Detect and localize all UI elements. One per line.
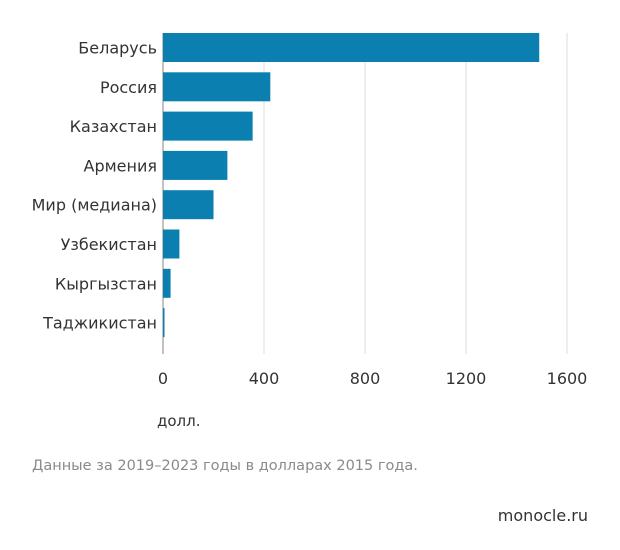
bar — [163, 72, 271, 102]
category-label: Таджикистан — [42, 314, 157, 333]
bar — [163, 111, 253, 141]
bar — [163, 268, 171, 298]
category-label: Беларусь — [78, 39, 157, 58]
bar — [163, 308, 165, 338]
source-credit: monocle.ru — [497, 506, 588, 525]
bars — [163, 33, 540, 338]
x-tick-labels: 0 400 800 1200 1600 — [158, 369, 587, 388]
bar-chart: Беларусь Россия Казахстан Армения Мир (медиа… — [32, 33, 587, 388]
category-label: Кыргызстан — [55, 274, 157, 293]
category-label: Армения — [84, 156, 158, 175]
x-tick-label: 0 — [158, 369, 168, 388]
category-labels: Беларусь Россия Казахстан Армения Мир (медиа… — [32, 39, 157, 333]
category-label: Россия — [100, 78, 157, 97]
category-label: Узбекистан — [61, 235, 157, 254]
bar — [163, 190, 214, 220]
x-tick-label: 1600 — [547, 369, 588, 388]
x-tick-label: 800 — [350, 369, 381, 388]
bar — [163, 229, 180, 259]
category-label: Казахстан — [70, 117, 157, 136]
bar — [163, 150, 228, 180]
x-tick-label: 400 — [249, 369, 280, 388]
x-axis-unit-label: долл. — [157, 412, 201, 430]
category-label: Мир (медиана) — [32, 196, 157, 215]
x-tick-label: 1200 — [446, 369, 487, 388]
bar — [163, 33, 540, 62]
chart-footnote: Данные за 2019–2023 годы в долларах 2015… — [32, 458, 418, 474]
